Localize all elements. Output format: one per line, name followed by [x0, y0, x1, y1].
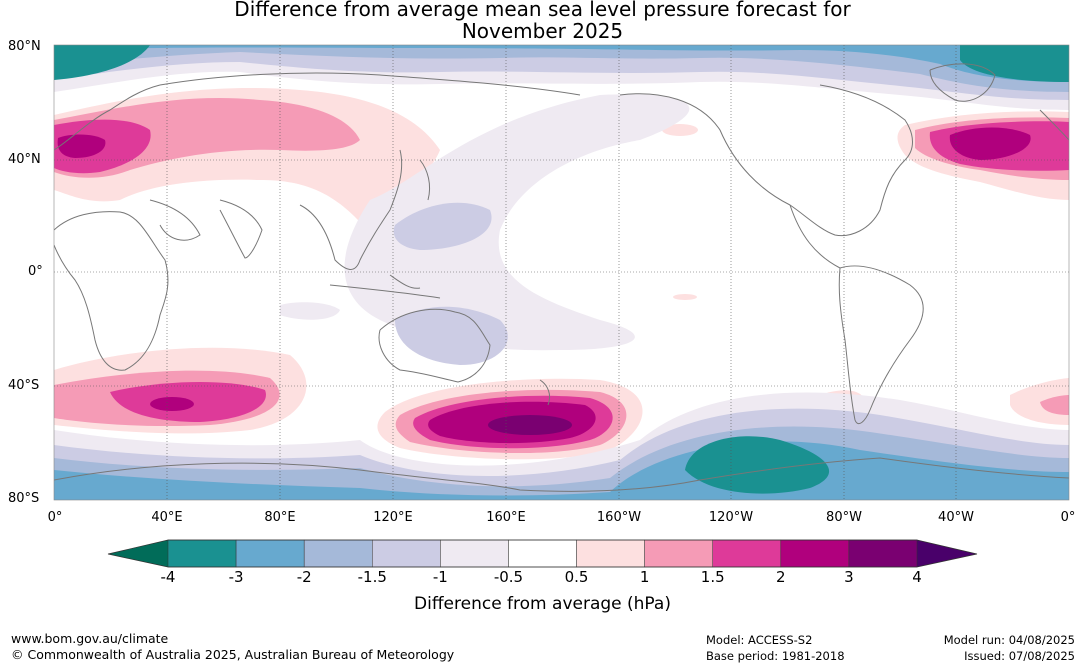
colorbar-segment: [712, 539, 782, 568]
colorbar-segment: [167, 539, 237, 568]
chart-title-line2: November 2025: [461, 19, 624, 43]
colorbar-tick-label: -4: [160, 568, 176, 586]
colorbar: [107, 539, 978, 568]
chart-title-line1: Difference from average mean sea level p…: [234, 0, 851, 21]
lat-label-80n: 80°N: [8, 39, 41, 54]
lon-label-0: 0°: [47, 510, 63, 525]
colorbar-tick-label: 4: [912, 568, 922, 586]
colorbar-tick-label: -0.5: [493, 568, 524, 586]
graticule: [54, 45, 1069, 500]
colorbar-over-triangle: [917, 540, 977, 567]
lon-label-120w: 120°W: [708, 510, 754, 525]
lat-label-80s: 80°S: [8, 491, 40, 506]
colorbar-segment: [440, 539, 509, 568]
colorbar-segment: [576, 539, 645, 568]
lon-label-160e: 160°E: [486, 510, 526, 525]
colorbar-under-triangle: [108, 540, 168, 567]
lat-label-0: 0°: [28, 264, 43, 279]
colorbar-segment: [644, 539, 713, 568]
lat-label-40s: 40°S: [8, 378, 40, 393]
colorbar-tick-label: -3: [228, 568, 244, 586]
colorbar-tick-label: 0.5: [564, 568, 589, 586]
footer-copyright: © Commonwealth of Australia 2025, Austra…: [11, 647, 455, 662]
lon-label-80e: 80°E: [264, 510, 296, 525]
footer-model: Model: ACCESS-S2: [706, 633, 813, 647]
lon-label-120e: 120°E: [373, 510, 413, 525]
lon-label-0-right: 0°: [1060, 510, 1076, 525]
colorbar-tick-label: -1.5: [357, 568, 387, 586]
colorbar-segment: [235, 539, 305, 568]
anomaly-field: [54, 45, 1069, 500]
colorbar-tick-label: 1: [639, 568, 650, 586]
lat-label-40n: 40°N: [8, 152, 41, 167]
lon-label-160w: 160°W: [596, 510, 642, 525]
colorbar-tick-label: 1.5: [700, 568, 725, 586]
colorbar-segment: [372, 539, 441, 568]
coastlines: [54, 63, 1069, 492]
colorbar-segment: [303, 539, 373, 568]
footer-url-link[interactable]: www.bom.gov.au/climate: [11, 631, 169, 646]
colorbar-tick-label: 2: [776, 568, 786, 586]
footer-base-period: Base period: 1981-2018: [706, 649, 845, 663]
colorbar-tick-label: -2: [296, 568, 312, 586]
footer-model-run: Model run: 04/08/2025: [943, 633, 1075, 647]
footer-issued: Issued: 07/08/2025: [964, 649, 1075, 663]
colorbar-label: Difference from average (hPa): [414, 594, 671, 614]
colorbar-segment: [508, 539, 577, 568]
colorbar-tick-label: 3: [844, 568, 854, 586]
colorbar-tick-label: -1: [432, 568, 448, 586]
lon-label-40e: 40°E: [151, 510, 183, 525]
colorbar-segment: [780, 539, 850, 568]
colorbar-outline: [107, 539, 978, 568]
lon-label-40w: 40°W: [938, 510, 974, 525]
colorbar-segment: [848, 539, 918, 568]
lon-label-80w: 80°W: [826, 510, 862, 525]
